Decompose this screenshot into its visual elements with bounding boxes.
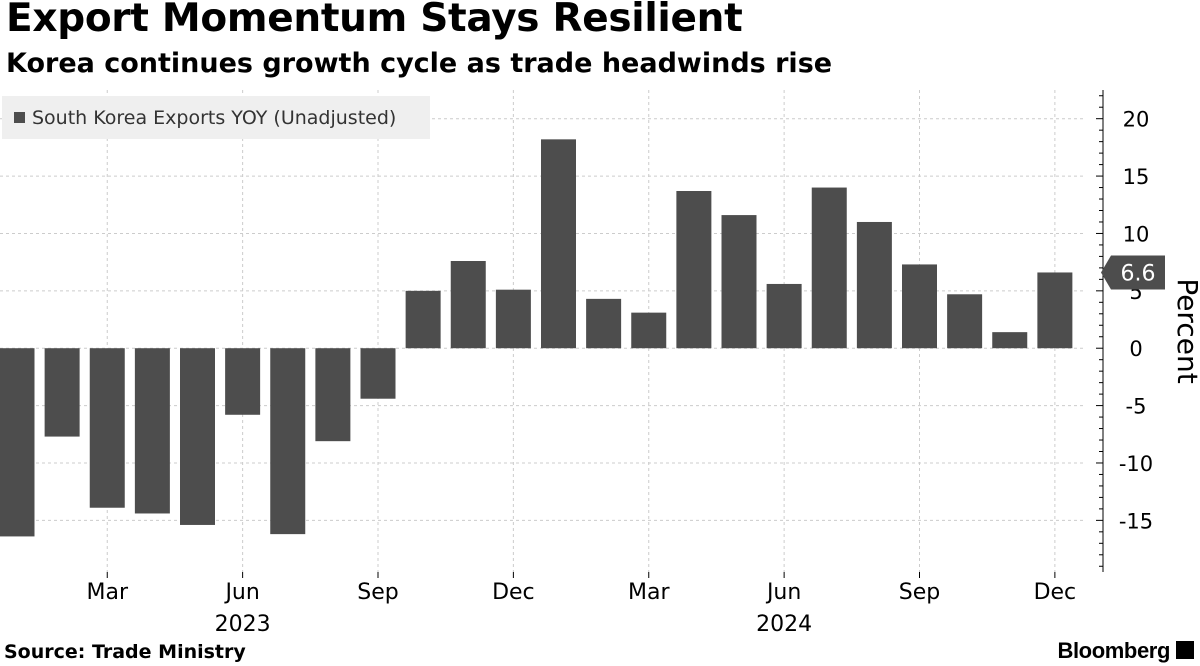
- bar: [631, 312, 667, 349]
- bar: [134, 348, 170, 514]
- brand-logo: Bloomberg: [1057, 638, 1170, 663]
- y-tick-label: 15: [1123, 165, 1150, 189]
- x-tick-label: Mar: [628, 580, 670, 605]
- legend: South Korea Exports YOY (Unadjusted): [2, 96, 430, 139]
- bar: [586, 298, 622, 349]
- bar: [315, 348, 351, 442]
- bar: [811, 187, 847, 349]
- bar: [766, 283, 802, 349]
- x-tick-label: Sep: [899, 580, 940, 605]
- bar: [992, 332, 1028, 349]
- bar: [947, 294, 983, 349]
- bar: [1037, 272, 1073, 349]
- bar: [405, 290, 441, 349]
- bar: [89, 348, 125, 508]
- bar: [450, 260, 486, 349]
- x-tick-label: Mar: [86, 580, 128, 605]
- legend-swatch: [14, 112, 25, 123]
- y-tick-label: -10: [1119, 452, 1153, 476]
- y-tick-label: -15: [1119, 509, 1153, 533]
- last-value-badge: [1101, 255, 1165, 290]
- y-axis-title: Percent: [1171, 278, 1200, 383]
- bar: [270, 348, 306, 535]
- x-tick-label: Dec: [492, 580, 535, 605]
- x-tick-label: Jun: [223, 580, 259, 605]
- bar: [902, 264, 937, 349]
- x-tick-label: Jun: [765, 580, 801, 605]
- bar: [360, 348, 396, 399]
- last-value-label: 6.6: [1121, 261, 1156, 286]
- x-year-label: 2024: [756, 612, 812, 637]
- bar: [225, 348, 261, 415]
- bloomberg-terminal-icon: [1176, 641, 1194, 659]
- bar: [541, 139, 576, 349]
- source-note: Source: Trade Ministry: [4, 641, 246, 663]
- bar: [721, 215, 757, 349]
- bar: [676, 190, 712, 349]
- bar: [180, 348, 215, 525]
- x-year-label: 2023: [215, 612, 271, 637]
- legend-label: South Korea Exports YOY (Unadjusted): [32, 106, 397, 129]
- chart-title: Export Momentum Stays Resilient: [6, 0, 743, 41]
- chart-subtitle: Korea continues growth cycle as trade he…: [6, 48, 833, 79]
- y-tick-label: -5: [1126, 395, 1147, 419]
- x-tick-label: Dec: [1034, 580, 1077, 605]
- bar: [0, 348, 35, 537]
- bar: [856, 221, 892, 349]
- x-tick-label: Sep: [357, 580, 398, 605]
- y-tick-label: 0: [1129, 337, 1142, 361]
- y-tick-label: 20: [1123, 108, 1150, 132]
- bar: [495, 289, 531, 349]
- y-tick-label: 10: [1123, 222, 1150, 246]
- bar: [44, 348, 80, 437]
